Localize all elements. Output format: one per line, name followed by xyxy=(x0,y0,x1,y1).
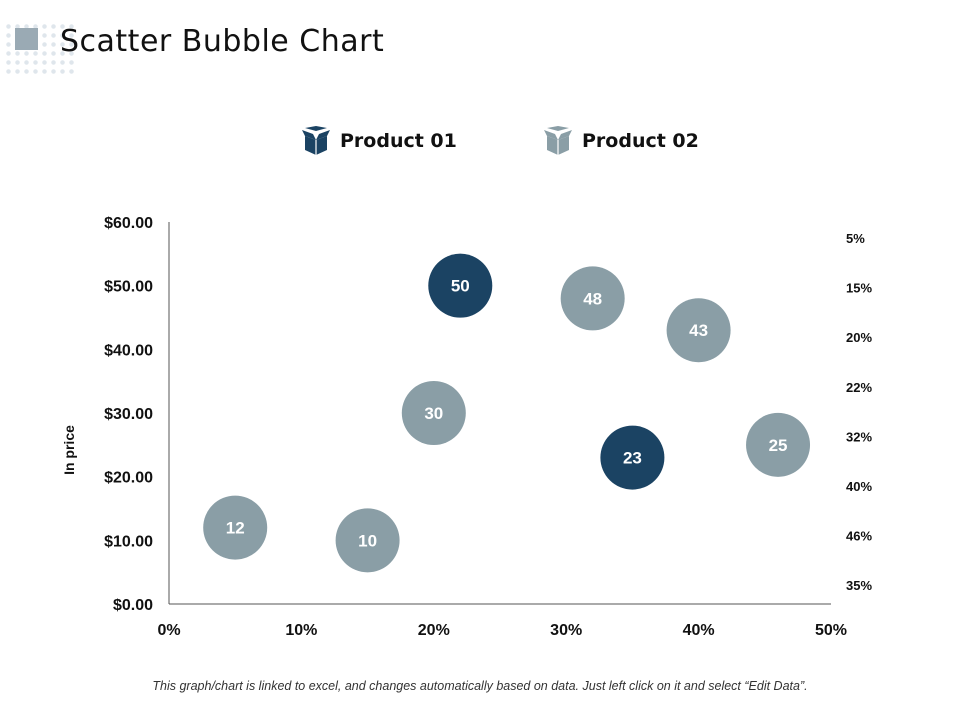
bubble-product-02 xyxy=(203,495,268,560)
right-label: 40% xyxy=(846,479,872,494)
right-label: 46% xyxy=(846,529,872,544)
bubble-label: 48 xyxy=(583,289,602,308)
legend-label: Product 01 xyxy=(340,130,457,152)
right-label: 20% xyxy=(846,330,872,345)
legend-label: Product 02 xyxy=(582,130,699,152)
title-decoration-square xyxy=(15,28,38,50)
bubble-label: 25 xyxy=(769,436,788,455)
x-tick-label: 40% xyxy=(683,622,715,639)
page-title: Scatter Bubble Chart xyxy=(60,24,385,59)
bubble-product-02 xyxy=(335,508,400,573)
bubble-product-02 xyxy=(746,412,811,477)
bubble-label: 30 xyxy=(424,404,443,423)
bubble-label: 10 xyxy=(358,531,377,550)
y-tick-label: $0.00 xyxy=(113,597,153,614)
y-axis-label: In price xyxy=(61,425,77,475)
x-tick-label: 20% xyxy=(418,622,450,639)
x-tick-label: 30% xyxy=(550,622,582,639)
y-tick-label: $10.00 xyxy=(104,533,153,550)
bubble-product-01 xyxy=(428,253,493,318)
bubble-product-02 xyxy=(401,381,466,445)
y-tick-label: $60.00 xyxy=(104,215,153,232)
y-tick-label: $50.00 xyxy=(104,279,153,296)
right-label: 22% xyxy=(846,380,872,395)
legend-product-01: Product 01 xyxy=(302,126,457,156)
bubble-label: 43 xyxy=(689,321,708,340)
legend-product-02: Product 02 xyxy=(544,126,699,156)
bubble-label: 50 xyxy=(451,277,470,296)
bubble-product-02 xyxy=(560,266,625,331)
right-label: 15% xyxy=(846,281,872,296)
x-tick-label: 0% xyxy=(157,622,180,639)
footer-note: This graph/chart is linked to excel, and… xyxy=(152,679,808,693)
right-label: 32% xyxy=(846,429,872,444)
box-icon xyxy=(544,126,572,155)
bubble-product-01 xyxy=(600,425,665,490)
x-tick-label: 10% xyxy=(285,622,317,639)
box-icon xyxy=(302,126,330,155)
bubble-label: 23 xyxy=(623,449,642,468)
right-label: 5% xyxy=(846,231,865,246)
y-tick-label: $40.00 xyxy=(104,342,153,359)
bubble-product-02 xyxy=(666,298,731,363)
x-tick-label: 50% xyxy=(815,622,847,639)
y-tick-label: $20.00 xyxy=(104,470,153,487)
bubble-label: 12 xyxy=(226,519,245,538)
right-label: 35% xyxy=(846,578,872,593)
y-tick-label: $30.00 xyxy=(104,406,153,423)
